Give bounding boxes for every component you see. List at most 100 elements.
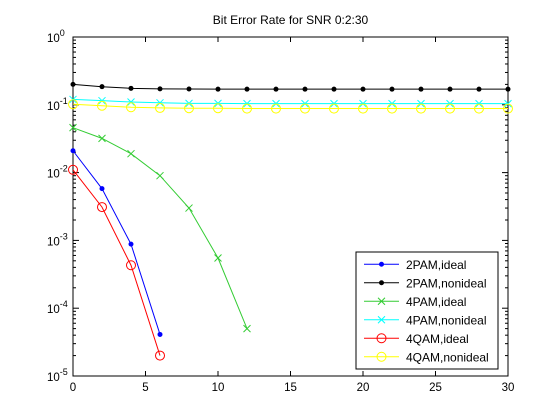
marker-x-stroke [377, 297, 386, 306]
data-point [127, 149, 135, 158]
data-point [447, 86, 453, 92]
data-point [503, 103, 513, 114]
marker-x-stroke [377, 315, 386, 324]
y-tick-label: 10-3 [47, 231, 68, 248]
data-point [302, 86, 308, 92]
data-point [155, 350, 165, 361]
legend-marker [377, 315, 386, 324]
data-point [213, 103, 223, 114]
data-point [128, 85, 134, 91]
marker-x-stroke [127, 149, 135, 158]
data-point [126, 260, 136, 271]
data-point [418, 86, 424, 92]
legend-label: 4QAM,nonideal [406, 350, 489, 364]
legend-entry: 4QAM,ideal [364, 332, 469, 346]
legend-entry: 2PAM,nonideal [364, 276, 487, 290]
legend-marker [376, 351, 387, 362]
data-point [244, 86, 250, 92]
marker-x-stroke [214, 254, 222, 262]
data-point [68, 164, 78, 175]
y-tick-label: 10-4 [47, 299, 68, 316]
legend-entry: 4QAM,nonideal [364, 350, 489, 364]
legend: 2PAM,ideal 2PAM,nonideal 4PAM,ideal 4PAM,no… [355, 251, 499, 370]
data-point [69, 123, 77, 132]
y-tick-label: 100 [47, 28, 65, 45]
x-tick-label: 5 [142, 382, 148, 394]
data-point [99, 186, 105, 192]
series-line-2pam-ideal [72, 150, 161, 335]
data-point [389, 86, 395, 92]
chart-title: Bit Error Rate for SNR 0:2:30 [213, 13, 369, 27]
data-point [273, 86, 279, 92]
marker-x-stroke [98, 96, 106, 105]
data-point [474, 103, 484, 114]
legend-entry: 2PAM,ideal [364, 258, 466, 272]
data-point [242, 103, 252, 114]
series-line-4qam-ideal [72, 169, 161, 356]
legend-entry: 4PAM,nonideal [364, 313, 487, 327]
data-point [184, 103, 194, 114]
legend-marker [376, 333, 387, 344]
data-point [358, 103, 368, 114]
series-4qam-ideal [68, 164, 165, 361]
data-point [331, 86, 337, 92]
data-point [99, 84, 105, 90]
legend-entry: 4PAM,ideal [364, 295, 466, 309]
series-2pam-ideal [70, 148, 163, 337]
legend-label: 2PAM,ideal [406, 258, 466, 272]
legend-marker [379, 261, 384, 267]
data-point [70, 148, 76, 154]
data-point [416, 103, 426, 114]
data-point [214, 254, 222, 262]
data-point [271, 103, 281, 114]
data-point [387, 103, 397, 114]
data-point [127, 98, 135, 106]
y-tick-label: 10-1 [47, 96, 68, 113]
data-point [329, 103, 339, 114]
series-line-4pam-nonideal [72, 98, 508, 105]
data-point [157, 331, 163, 337]
legend-box [355, 251, 499, 370]
data-point [128, 241, 134, 247]
y-tick-label: 10-5 [47, 367, 68, 384]
data-point [300, 103, 310, 114]
data-point [155, 102, 165, 113]
x-tick-label: 0 [70, 382, 76, 394]
series-2pam-nonideal [70, 81, 511, 92]
x-tick-label: 10 [212, 382, 225, 394]
data-point [186, 86, 192, 92]
series-line-2pam-nonideal [72, 83, 508, 90]
marker-x-stroke [156, 98, 164, 107]
marker-x-stroke [69, 123, 77, 132]
data-point [215, 86, 221, 92]
marker-x-stroke [127, 98, 135, 106]
series-4pam-nonideal [69, 95, 512, 108]
series-line-4qam-nonideal [72, 103, 508, 110]
data-point [445, 103, 455, 114]
y-tick-label: 10-2 [47, 164, 68, 181]
legend-marker [379, 280, 384, 286]
x-tick-label: 30 [502, 382, 515, 394]
data-point [126, 102, 136, 113]
legend-label: 2PAM,nonideal [406, 276, 487, 290]
legend-label: 4PAM,ideal [406, 295, 466, 309]
data-point [243, 324, 251, 333]
legend-label: 4PAM,nonideal [406, 313, 487, 327]
data-point [156, 171, 164, 180]
data-point [97, 100, 107, 111]
marker-x-stroke [185, 204, 193, 212]
data-point [476, 86, 482, 92]
marker-x-stroke [98, 134, 106, 143]
data-point [505, 86, 511, 92]
data-point [97, 202, 107, 213]
x-tick-label: 20 [357, 382, 370, 394]
data-point [68, 99, 78, 110]
data-point [70, 81, 76, 87]
marker-x-stroke [243, 324, 251, 333]
x-tick-label: 25 [429, 382, 442, 394]
data-point [157, 86, 163, 92]
series-4qam-nonideal [68, 99, 513, 114]
legend-label: 4QAM,ideal [406, 332, 469, 346]
